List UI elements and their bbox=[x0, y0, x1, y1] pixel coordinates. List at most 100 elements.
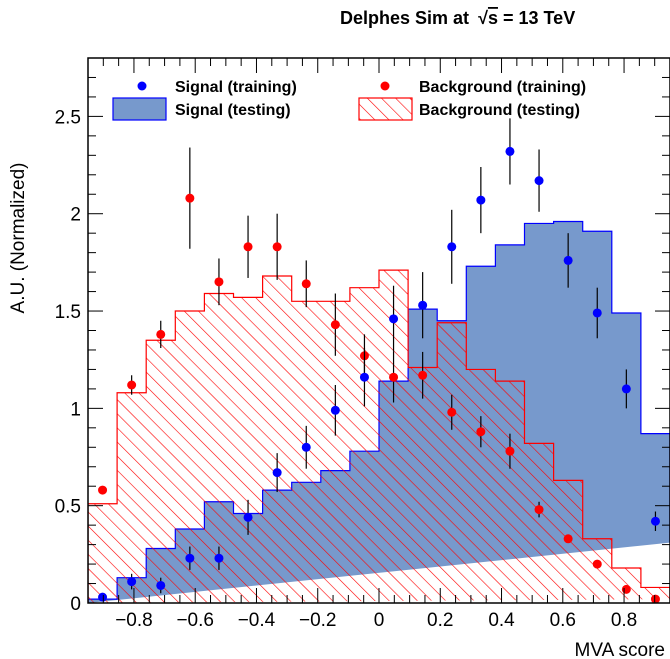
signal-training-marker bbox=[359, 372, 369, 382]
background-training-marker bbox=[156, 329, 166, 339]
background-training-point bbox=[563, 534, 573, 544]
background-training-point bbox=[389, 351, 399, 403]
legend-marker-signal-training bbox=[137, 81, 147, 91]
background-training-point bbox=[127, 375, 137, 395]
background-training-point bbox=[243, 215, 253, 278]
background-training-marker bbox=[98, 485, 108, 495]
signal-training-marker bbox=[534, 176, 544, 186]
background-training-point bbox=[330, 293, 340, 356]
legend-label-background-testing: Background (testing) bbox=[419, 102, 580, 119]
background-training-point bbox=[505, 433, 515, 469]
legend-swatch-background-testing bbox=[358, 97, 413, 121]
signal-training-marker bbox=[272, 468, 282, 478]
signal-training-marker bbox=[127, 577, 137, 587]
y-tick-label: 1.5 bbox=[55, 302, 81, 323]
background-training-point bbox=[214, 258, 224, 306]
signal-training-point bbox=[418, 272, 428, 339]
background-training-point bbox=[418, 351, 428, 399]
signal-training-marker bbox=[185, 553, 195, 563]
signal-training-marker bbox=[243, 512, 253, 522]
background-training-marker bbox=[650, 594, 660, 603]
legend-label-signal-testing: Signal (testing) bbox=[175, 102, 291, 119]
x-tick-label: 0.4 bbox=[488, 610, 515, 631]
background-training-marker bbox=[418, 370, 428, 380]
background-training-point bbox=[98, 485, 108, 495]
x-tick-label: −0.4 bbox=[238, 610, 276, 631]
signal-training-point bbox=[98, 592, 108, 602]
y-tick-label: 2.5 bbox=[55, 107, 81, 128]
background-training-marker bbox=[272, 242, 282, 252]
signal-training-point bbox=[330, 385, 340, 436]
signal-training-marker bbox=[301, 442, 311, 452]
signal-training-point bbox=[621, 369, 631, 409]
signal-training-marker bbox=[98, 592, 108, 602]
signal-training-marker bbox=[389, 314, 399, 324]
background-training-marker bbox=[505, 446, 515, 456]
axis-layer: −0.8 −0.6 −0.4 −0.2 0 0.2 0.4 0.6 0.8 0 0.5 1 1.5 2 2.… bbox=[55, 57, 670, 631]
background-training-marker bbox=[534, 505, 544, 515]
signal-training-point bbox=[156, 577, 166, 594]
x-axis-title: MVA score bbox=[575, 640, 665, 659]
histogram-layer bbox=[88, 220, 670, 603]
background-training-marker bbox=[389, 372, 399, 382]
x-tick-label: 0.6 bbox=[550, 610, 576, 631]
background-training-marker bbox=[185, 193, 195, 203]
chart-title: Delphes Sim at √s = 13 TeV bbox=[340, 8, 575, 28]
background-training-point bbox=[476, 416, 486, 448]
y-tick-label: 1 bbox=[70, 399, 81, 420]
signal-training-point bbox=[389, 285, 399, 352]
x-tick-label: −0.6 bbox=[176, 610, 214, 631]
background-training-marker bbox=[447, 407, 457, 417]
signal-training-marker bbox=[650, 516, 660, 526]
signal-training-point bbox=[127, 573, 137, 590]
signal-training-marker bbox=[505, 146, 515, 156]
background-training-point bbox=[592, 559, 602, 569]
signal-training-point bbox=[476, 167, 486, 234]
signal-training-marker bbox=[330, 405, 340, 415]
signal-training-point bbox=[592, 287, 602, 339]
legend: Signal (training) Background (training) … bbox=[112, 79, 586, 121]
background-training-marker bbox=[592, 559, 602, 569]
background-training-marker bbox=[621, 584, 631, 594]
signal-training-marker bbox=[214, 553, 224, 563]
signal-training-point bbox=[243, 499, 253, 535]
signal-training-marker bbox=[476, 195, 486, 205]
signal-training-point bbox=[563, 233, 573, 288]
signal-training-marker bbox=[592, 308, 602, 318]
signal-training-point bbox=[505, 118, 515, 185]
x-tick-label: −0.2 bbox=[299, 610, 337, 631]
background-training-point bbox=[621, 584, 631, 594]
x-tick-label: −0.8 bbox=[115, 610, 153, 631]
x-tick-label: 0 bbox=[374, 610, 385, 631]
signal-training-point bbox=[301, 425, 311, 469]
signal-training-point bbox=[185, 546, 195, 570]
marker-layer bbox=[98, 118, 660, 603]
x-tick-label: 0.2 bbox=[427, 610, 453, 631]
signal-training-point bbox=[214, 546, 224, 570]
y-tick-label: 0 bbox=[70, 594, 81, 615]
background-training-point bbox=[301, 260, 311, 308]
signal-training-point bbox=[650, 511, 660, 531]
legend-marker-background-training bbox=[380, 81, 390, 91]
x-tick-label: 0.8 bbox=[611, 610, 637, 631]
background-training-point bbox=[272, 213, 282, 280]
legend-label-signal-training: Signal (training) bbox=[175, 79, 297, 96]
background-training-marker bbox=[563, 534, 573, 544]
y-tick-label: 0.5 bbox=[55, 497, 81, 518]
signal-training-point bbox=[359, 348, 369, 407]
background-training-point bbox=[650, 594, 660, 603]
background-training-point bbox=[447, 394, 457, 430]
signal-training-marker bbox=[447, 242, 457, 252]
background-training-marker bbox=[476, 427, 486, 437]
signal-training-marker bbox=[418, 300, 428, 310]
signal-training-point bbox=[447, 209, 457, 284]
y-axis-title: A.U. (Normalized) bbox=[8, 163, 29, 314]
background-training-marker bbox=[214, 277, 224, 287]
background-training-marker bbox=[330, 320, 340, 330]
y-tick-label: 2 bbox=[70, 205, 81, 226]
signal-training-marker bbox=[156, 580, 166, 590]
legend-swatch-signal-testing bbox=[112, 97, 167, 121]
background-training-marker bbox=[301, 279, 311, 289]
signal-training-point bbox=[534, 149, 544, 212]
